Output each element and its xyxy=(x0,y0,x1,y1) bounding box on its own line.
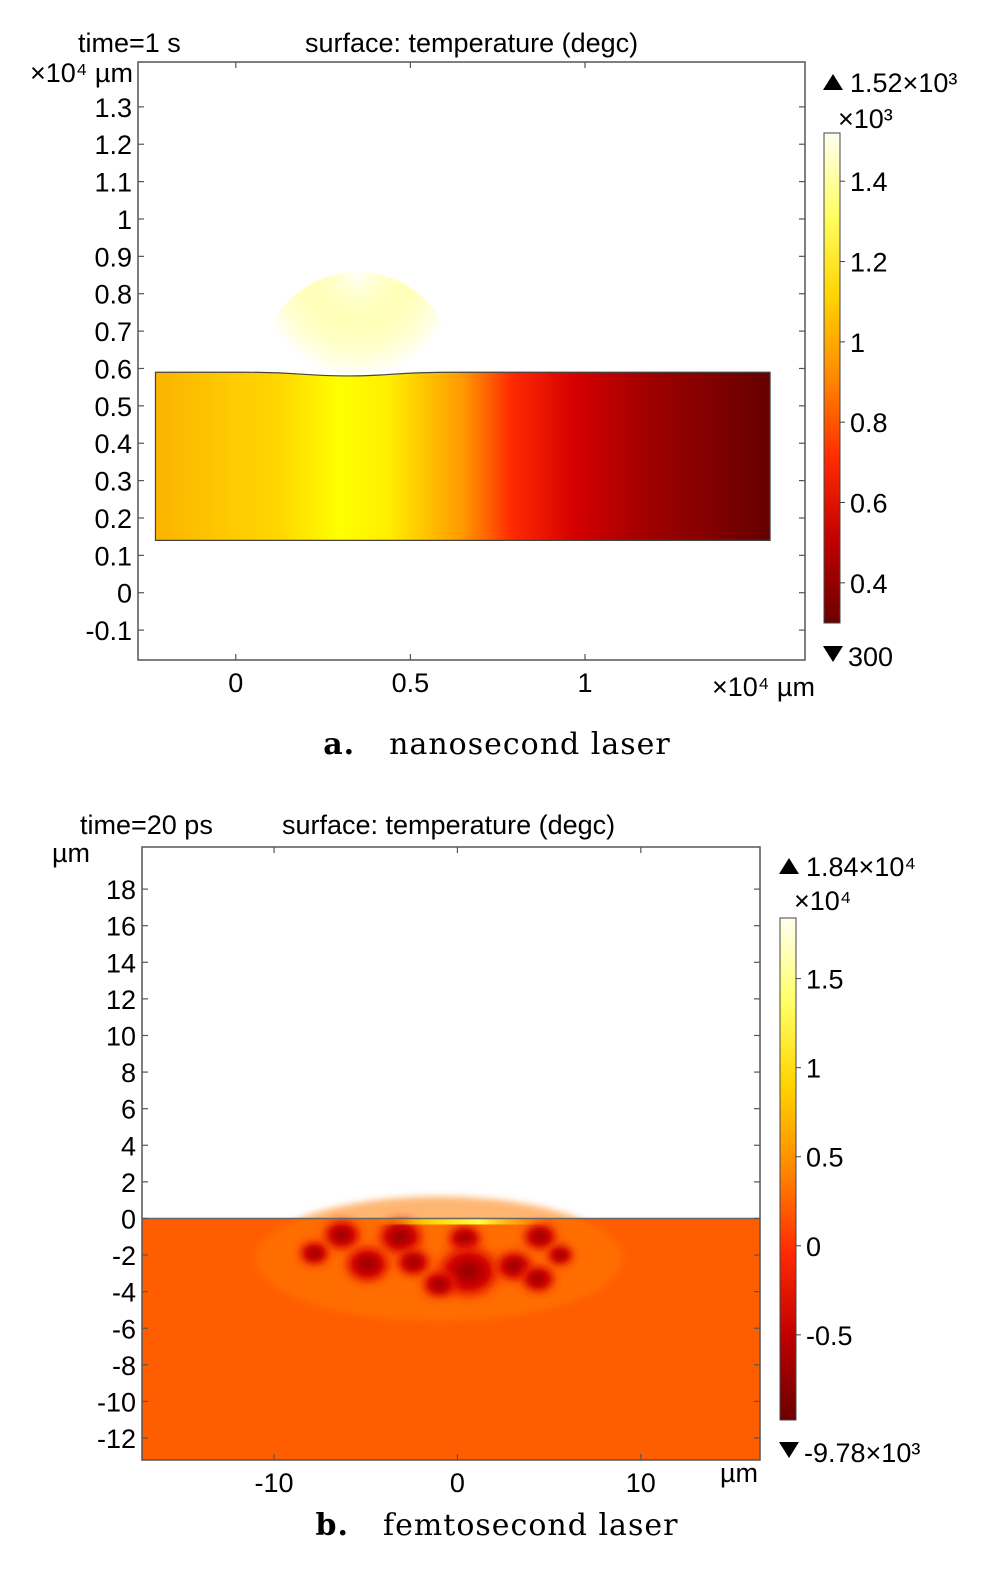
y-tick-label: 1.1 xyxy=(94,168,132,198)
hot-spot xyxy=(295,1237,334,1269)
y-tick-label: 2 xyxy=(121,1168,136,1198)
heatmap-chart-nanosecond: time=1 s surface: temperature (degc) ×10⁴ … xyxy=(30,28,957,702)
y-tick-label: 0.6 xyxy=(94,354,132,384)
y-tick-label: -0.1 xyxy=(85,616,132,646)
y-tick-label: 0.2 xyxy=(94,504,132,534)
colorbar-tick-label: -0.5 xyxy=(806,1321,853,1351)
colorbar-max-label: 1.52×10³ xyxy=(850,68,957,98)
colorbar-tick-label: 1.4 xyxy=(850,167,888,197)
x-tick-label: -10 xyxy=(255,1468,294,1498)
temperature-field xyxy=(154,371,771,541)
colorbar-tick-label: 1.5 xyxy=(806,965,844,995)
y-axis-unit: ×10⁴ µm xyxy=(30,58,133,88)
y-tick-label: 0.4 xyxy=(94,429,132,459)
colorbar-min-label: -9.78×10³ xyxy=(804,1438,920,1468)
colorbar-multiplier: ×10³ xyxy=(838,104,893,134)
x-tick-label: 10 xyxy=(626,1468,656,1498)
colorbar xyxy=(779,917,797,1421)
y-tick-label: -2 xyxy=(112,1241,136,1271)
hot-spot xyxy=(543,1241,577,1269)
y-tick-label: -4 xyxy=(112,1278,136,1308)
y-tick-label: 10 xyxy=(106,1021,136,1051)
colorbar-multiplier: ×10⁴ xyxy=(794,886,851,916)
x-axis-unit: µm xyxy=(720,1458,758,1488)
y-tick-label: 14 xyxy=(106,948,136,978)
time-label: time=20 ps xyxy=(80,810,213,840)
caption-text-a: nanosecond laser xyxy=(389,727,671,762)
y-tick-label: 0.7 xyxy=(94,317,132,347)
y-axis-unit: µm xyxy=(52,838,90,868)
colorbar-tick-label: 1 xyxy=(850,328,865,358)
y-tick-label: 6 xyxy=(121,1095,136,1125)
y-tick-label: 12 xyxy=(106,985,136,1015)
colorbar xyxy=(823,132,841,624)
hot-zone xyxy=(258,271,458,481)
y-tick-label: -12 xyxy=(97,1424,136,1454)
x-tick-label: 0 xyxy=(228,668,243,698)
y-tick-label: 0.9 xyxy=(94,242,132,272)
colorbar-tick-label: 1.2 xyxy=(850,248,888,278)
chart-title: surface: temperature (degc) xyxy=(305,28,638,58)
y-tick-label: 0.8 xyxy=(94,280,132,310)
hot-spot xyxy=(340,1241,395,1287)
chart-title: surface: temperature (degc) xyxy=(282,810,615,840)
surface-hot-strip xyxy=(374,1218,550,1225)
colorbar-tick-label: 0.5 xyxy=(806,1143,844,1173)
y-tick-label: -10 xyxy=(97,1387,136,1417)
colorbar-tick-label: 0.6 xyxy=(850,489,888,519)
colorbar-min-label: 300 xyxy=(848,642,893,672)
chart-panel-femtosecond: time=20 ps surface: temperature (degc) µm µ… xyxy=(0,800,994,1592)
max-marker-icon xyxy=(823,74,843,90)
plot-frame xyxy=(141,846,761,1461)
y-tick-label: 1.2 xyxy=(94,130,132,160)
y-tick-label: 0 xyxy=(117,579,132,609)
min-marker-icon xyxy=(823,646,843,662)
y-tick-label: 1 xyxy=(117,205,132,235)
max-marker-icon xyxy=(779,858,799,874)
x-tick-label: 1 xyxy=(577,668,592,698)
hot-spot xyxy=(517,1261,560,1297)
y-tick-label: -6 xyxy=(112,1314,136,1344)
x-axis-unit: ×10⁴ µm xyxy=(712,672,815,702)
caption-femtosecond: b. femtosecond laser xyxy=(0,1508,994,1543)
panel-label-a: a. xyxy=(323,727,356,762)
caption-text-b: femtosecond laser xyxy=(382,1508,679,1543)
chart-panel-nanosecond: time=1 s surface: temperature (degc) ×10⁴ … xyxy=(0,0,994,780)
hot-spot xyxy=(392,1244,435,1280)
x-tick-label: 0 xyxy=(450,1468,465,1498)
y-tick-label: 8 xyxy=(121,1058,136,1088)
min-marker-icon xyxy=(779,1442,799,1458)
caption-nanosecond: a. nanosecond laser xyxy=(0,727,994,762)
x-tick-label: 0.5 xyxy=(392,668,430,698)
colorbar-tick-label: 1 xyxy=(806,1054,821,1084)
colorbar-tick-label: 0.4 xyxy=(850,569,888,599)
y-tick-label: 16 xyxy=(106,912,136,942)
colorbar-tick-label: 0.8 xyxy=(850,408,888,438)
y-tick-label: -8 xyxy=(112,1351,136,1381)
panel-label-b: b. xyxy=(315,1508,349,1543)
y-tick-label: 4 xyxy=(121,1131,136,1161)
plot-frame xyxy=(137,61,806,661)
hot-spot xyxy=(318,1215,366,1255)
y-tick-label: 0 xyxy=(121,1204,136,1234)
y-tick-label: 0.1 xyxy=(94,541,132,571)
colorbar-tick-label: 0 xyxy=(806,1232,821,1262)
y-tick-label: 0.5 xyxy=(94,392,132,422)
y-tick-label: 0.3 xyxy=(94,467,132,497)
heatmap-chart-femtosecond: time=20 ps surface: temperature (degc) µm µ… xyxy=(52,810,920,1498)
hot-spot xyxy=(417,1266,461,1302)
colorbar-max-label: 1.84×10⁴ xyxy=(806,852,916,882)
y-tick-label: 1.3 xyxy=(94,93,132,123)
time-label: time=1 s xyxy=(78,28,181,58)
y-tick-label: 18 xyxy=(106,875,136,905)
